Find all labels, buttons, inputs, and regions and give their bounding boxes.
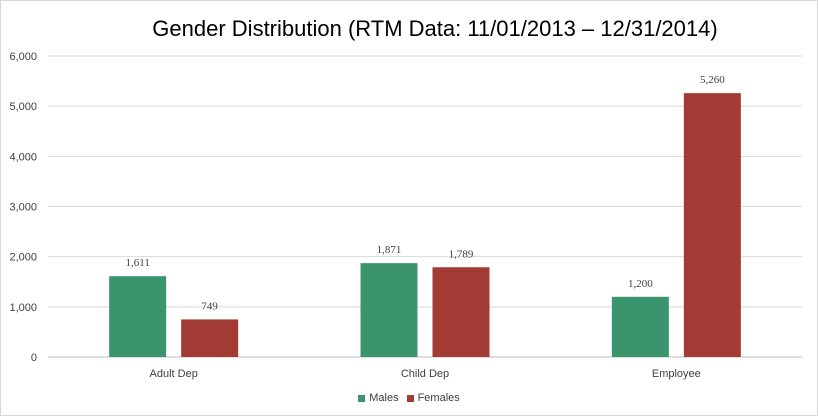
data-label: 1,611 <box>125 257 149 269</box>
y-tick-label: 1,000 <box>9 302 37 314</box>
bars: 1,611 749 1,871 1,789 1,200 5,260 <box>109 74 741 357</box>
data-label: 1,789 <box>449 248 474 260</box>
legend-item-females: Females <box>406 392 460 404</box>
x-tick-label: Employee <box>652 368 701 380</box>
legend-swatch <box>358 394 366 402</box>
chart-title: Gender Distribution (RTM Data: 11/01/201… <box>152 16 718 41</box>
x-axis: Adult Dep Child Dep Employee <box>150 368 701 380</box>
bar-females-employee <box>683 93 741 357</box>
x-tick-label: Child Dep <box>401 368 449 380</box>
bar-males-adult-dep <box>109 276 167 357</box>
x-tick-label: Adult Dep <box>150 368 198 380</box>
legend-item-males: Males <box>358 392 399 404</box>
y-axis: 0 1,000 2,000 3,000 4,000 5,000 6,000 <box>9 51 37 364</box>
legend: Males Females <box>0 392 818 405</box>
data-label: 5,260 <box>700 74 725 86</box>
legend-label: Females <box>417 392 460 404</box>
y-tick-label: 3,000 <box>9 202 37 214</box>
y-tick-label: 2,000 <box>9 252 37 264</box>
data-label: 1,200 <box>628 278 653 290</box>
y-tick-label: 5,000 <box>9 101 37 113</box>
bar-males-child-dep <box>360 263 418 357</box>
y-tick-label: 4,000 <box>9 151 37 163</box>
legend-swatch <box>406 394 414 402</box>
data-label: 749 <box>201 300 218 312</box>
y-tick-label: 6,000 <box>9 51 37 63</box>
gridlines <box>48 55 802 358</box>
y-tick-label: 0 <box>31 352 37 364</box>
bar-males-employee <box>611 296 669 357</box>
data-label: 1,871 <box>377 244 402 256</box>
bar-females-adult-dep <box>181 319 239 357</box>
legend-label: Males <box>369 392 399 404</box>
bar-females-child-dep <box>432 267 490 357</box>
